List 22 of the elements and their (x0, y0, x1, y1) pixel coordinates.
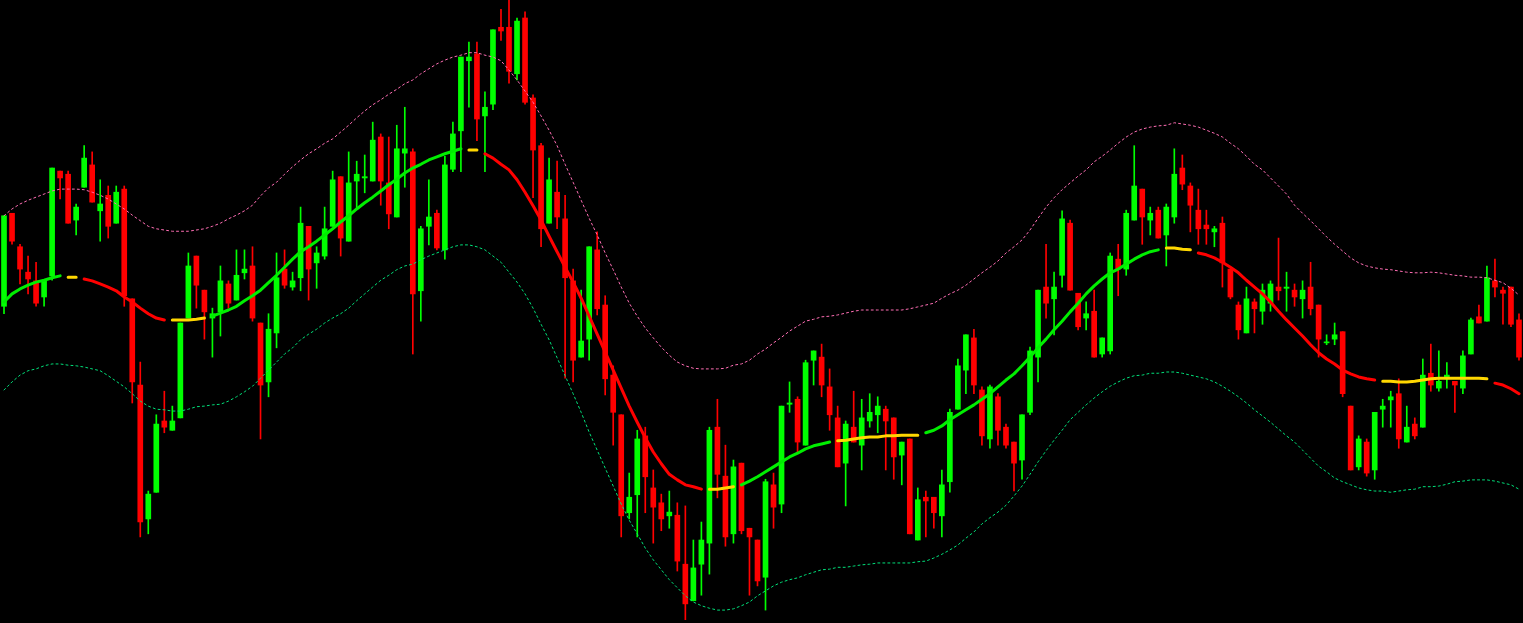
candlestick (874, 396, 881, 434)
candlestick (1379, 398, 1386, 428)
candlestick (498, 8, 504, 41)
candlestick (97, 179, 104, 242)
candlestick (426, 179, 432, 246)
candlestick (1436, 350, 1442, 392)
candlestick (666, 490, 673, 529)
candlestick (866, 393, 873, 428)
candlestick (1083, 301, 1089, 331)
candlestick (353, 160, 360, 209)
candlestick (1043, 243, 1049, 319)
candlestick (1492, 258, 1498, 298)
candlestick (1387, 390, 1394, 428)
candlestick (882, 405, 889, 471)
candlestick (482, 91, 488, 173)
candlestick (466, 41, 472, 108)
candlestick (401, 106, 408, 188)
candlestick (1500, 286, 1506, 325)
candlestick (1452, 380, 1458, 413)
candlestick (161, 390, 168, 434)
candlestick (361, 154, 368, 194)
candlestick (922, 490, 929, 538)
